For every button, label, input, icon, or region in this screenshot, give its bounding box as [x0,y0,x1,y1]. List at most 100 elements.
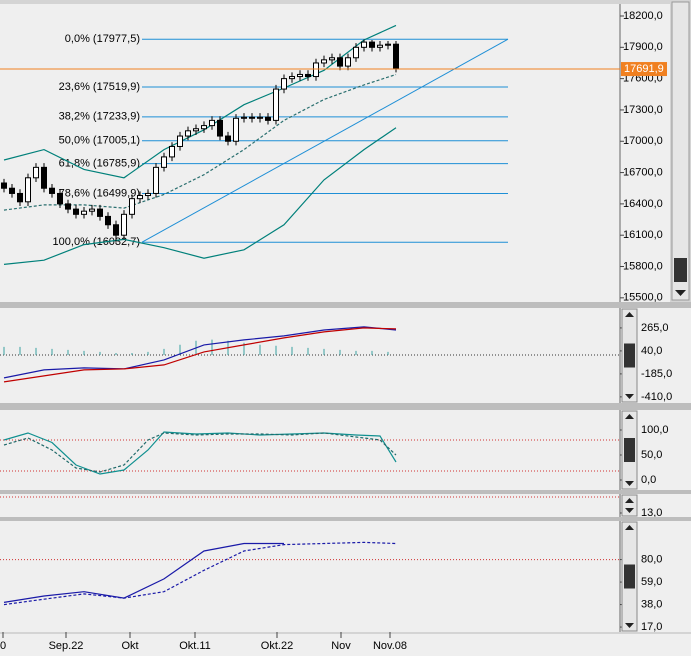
candle-body [97,208,103,217]
candle-body [361,41,367,48]
plot-background [0,521,691,632]
x-axis-background [0,634,691,656]
y-tick-label: 15500,0 [623,292,663,304]
panel-separator [0,403,691,410]
scroll-arrow [625,623,634,628]
series-line [3,432,397,473]
candle-body [1,182,7,189]
candle-body [65,203,71,210]
candle-body [193,128,199,132]
candle-body [33,166,39,179]
y-tick-label: -185,0 [641,368,672,380]
candle-body [145,192,151,197]
y-tick-label: 50,0 [641,449,662,461]
scrollbar[interactable] [671,1,690,301]
scroll-arrow[interactable] [675,290,686,296]
scroll-thumb [624,564,635,589]
candle-body [201,125,207,130]
x-tick-label: Okt.11 [179,640,211,652]
candle-body [233,117,239,142]
panel-separator [0,302,691,308]
plot-background [0,494,691,517]
scroll-thumb[interactable] [674,258,687,282]
candle-body [89,208,95,212]
candle-body [297,73,303,78]
x-tick-label: Okt.22 [261,640,293,652]
scroll-arrow [625,481,634,486]
y-tick-label: 17300,0 [623,104,663,116]
y-tick-label: 80,0 [641,553,662,565]
x-tick-label: Sep.22 [49,640,84,652]
candle-body [265,116,271,121]
candle-body [113,224,119,236]
candle-body [81,210,87,215]
y-tick-label: 100,0 [641,424,669,436]
candle-body [9,187,15,194]
y-tick-label: 59,0 [641,576,662,588]
y-tick-label: 17,0 [641,621,662,633]
fib-label: 0,0% (17977,5) [65,33,140,45]
panel-separator [0,490,691,494]
y-tick-label: 16100,0 [623,229,663,241]
panel-separator [0,517,691,521]
panels: 18200,017900,017600,017300,017000,016700… [0,4,691,656]
candle-body [385,43,391,46]
candle-body [57,192,63,205]
candle-body [121,213,127,236]
candle-body [73,208,79,215]
candle-body [337,57,343,67]
candle-body [169,145,175,158]
x-tick-label: 0 [0,640,6,652]
candle-body [41,166,47,189]
candle-body [369,41,375,48]
candle-body [105,215,111,226]
y-tick-label: 18200,0 [623,10,663,22]
y-tick-label: 17900,0 [623,41,663,53]
scroll-arrow [625,525,634,530]
last-price-tag [621,62,667,77]
candle-body [257,116,263,119]
candle-body [177,135,183,147]
candle-body [329,57,335,61]
trend-line [141,38,509,243]
candle-body [153,166,159,194]
fib-label: 50,0% (17005,1) [59,135,140,147]
series-line [3,326,397,379]
candle-body [209,119,215,127]
scroll-arrow [625,508,634,513]
scroll-thumb [624,343,635,368]
fib-label: 78,6% (16499,9) [59,187,140,199]
candle-body [129,198,135,215]
y-tick-label: -410,0 [641,391,672,403]
fib-label: 100,0% (16032,7) [53,236,140,248]
fib-label: 38,2% (17233,9) [59,111,140,123]
y-tick-label: 0,0 [641,474,656,486]
x-tick-label: Nov.08 [373,640,407,652]
candle-body [225,135,231,142]
series-line [3,542,284,603]
candle-body [249,116,255,119]
candle-body [393,43,399,69]
candle-body [137,195,143,200]
y-tick-label: 13,0 [641,507,662,519]
candle-body [49,187,55,194]
plot-background [0,4,670,302]
candle-body [321,59,327,64]
candle-body [289,76,295,80]
x-tick-label: Nov [331,640,351,652]
y-tick-label: 38,0 [641,598,662,610]
series-line [3,541,397,606]
series-line [3,327,397,383]
plot-background [0,410,691,490]
candle-body [345,57,351,67]
x-tick-label: Okt [121,640,138,652]
plot-background [0,308,691,403]
candle-body [241,116,247,119]
series-line [3,431,397,475]
y-tick-label: 40,0 [641,345,662,357]
candle-body [185,130,191,137]
y-tick-label: 265,0 [641,322,669,334]
scroll-arrow [625,312,634,317]
